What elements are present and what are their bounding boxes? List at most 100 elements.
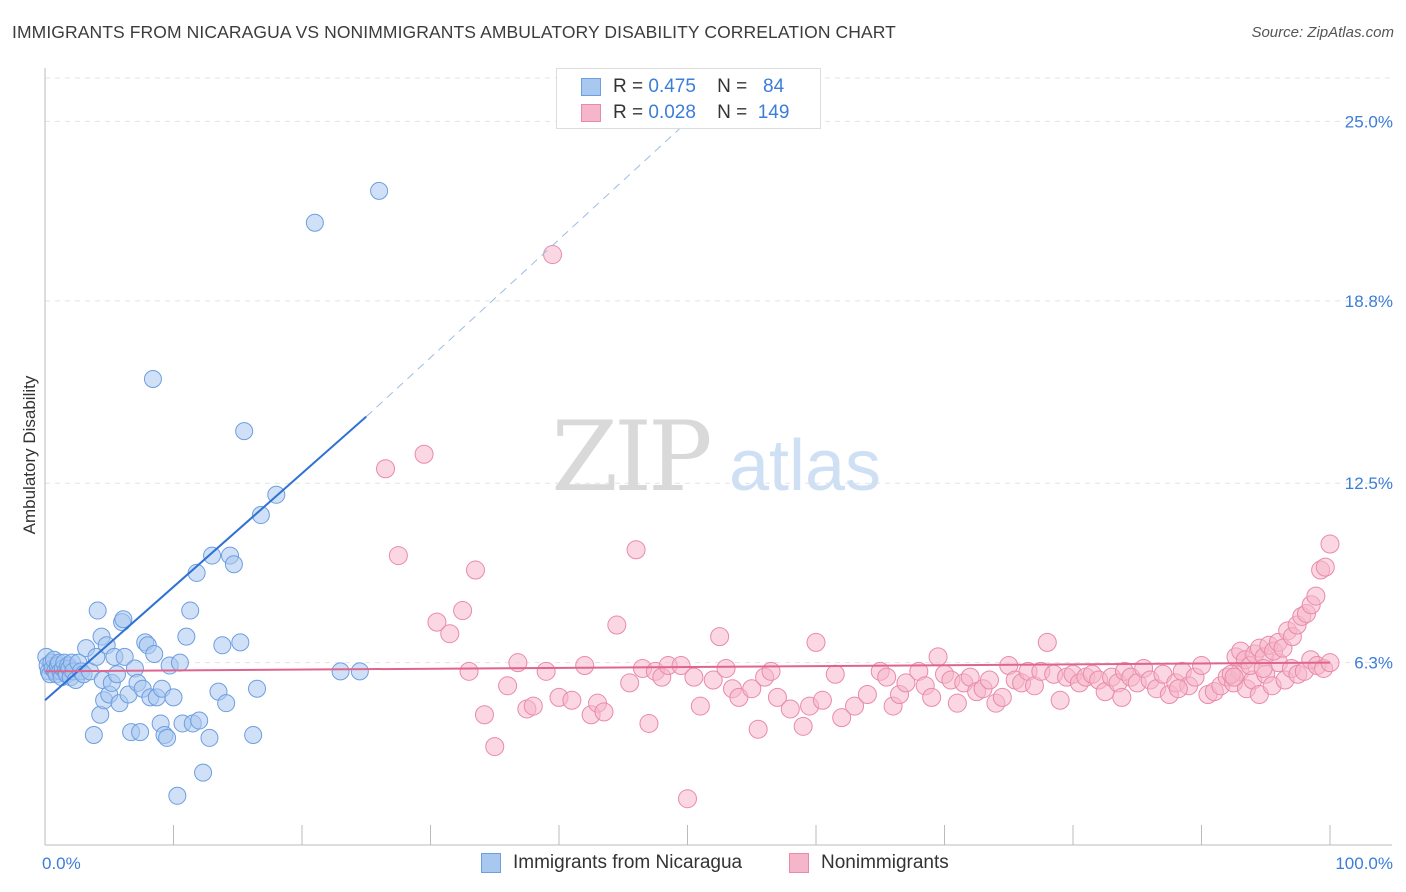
grid-lines xyxy=(45,77,1392,664)
tick-labels: 6.3% 12.5% 18.8% 25.0% 0.0% 100.0% xyxy=(42,112,1393,873)
legend-swatch-pink xyxy=(581,104,601,122)
x-tick-label: 100.0% xyxy=(1335,854,1393,873)
nicaragua-points xyxy=(37,181,389,805)
legend-n-value: 149 xyxy=(757,102,790,123)
nonimmigrant-point xyxy=(710,627,730,647)
nonimmigrant-point xyxy=(979,670,999,690)
nonimmigrant-point xyxy=(690,696,710,716)
nicaragua-trend-extension xyxy=(365,121,688,418)
nonimmigrant-point xyxy=(1037,632,1057,652)
nonimmigrant-point xyxy=(427,612,447,632)
nonimmigrant-point xyxy=(1315,557,1335,577)
nicaragua-point xyxy=(168,786,187,805)
y-tick-label: 25.0% xyxy=(1345,112,1393,131)
nonimmigrant-point xyxy=(947,693,967,713)
nonimmigrant-point xyxy=(376,459,396,479)
nicaragua-point xyxy=(244,726,263,745)
nonimmigrant-point xyxy=(825,664,845,684)
nonimmigrant-point xyxy=(498,676,518,696)
nonimmigrant-point xyxy=(459,661,479,681)
nicaragua-point xyxy=(231,633,250,652)
legend-n-label: N = xyxy=(717,102,748,123)
trend-lines xyxy=(44,121,1331,702)
nonimmigrant-point xyxy=(671,656,691,676)
source-label: Source: ZipAtlas.com xyxy=(1251,24,1394,41)
nonimmigrant-point xyxy=(1224,667,1244,687)
bottom-legend-label: Immigrants from Nicaragua xyxy=(513,852,743,873)
nonimmigrant-point xyxy=(761,661,781,681)
nonimmigrant-point xyxy=(1112,687,1132,707)
nicaragua-point xyxy=(87,647,106,666)
legend-r-value: 0.028 xyxy=(648,102,696,123)
nonimmigrant-point xyxy=(453,601,473,621)
legend-r-label: R = xyxy=(613,76,644,97)
nonimmigrant-point xyxy=(832,708,852,728)
bottom-legend-swatch-blue xyxy=(481,853,501,873)
chart-title: IMMIGRANTS FROM NICARAGUA VS NONIMMIGRAN… xyxy=(12,22,896,42)
nonimmigrant-point xyxy=(1192,656,1211,676)
nonimmigrant-point xyxy=(562,690,582,710)
nicaragua-point xyxy=(350,662,369,681)
nonimmigrant-point xyxy=(928,647,948,667)
nicaragua-point xyxy=(305,213,324,232)
nicaragua-point xyxy=(143,370,162,389)
nicaragua-point xyxy=(217,694,236,713)
nonimmigrant-point xyxy=(594,702,614,722)
nicaragua-point xyxy=(194,763,213,782)
nicaragua-point xyxy=(200,728,219,747)
axes xyxy=(44,68,1392,846)
nicaragua-point xyxy=(114,610,133,629)
nonimmigrant-point xyxy=(812,690,832,710)
nonimmigrant-point xyxy=(793,716,813,736)
nonimmigrant-point xyxy=(620,673,640,693)
nonimmigrant-point xyxy=(748,719,768,739)
nicaragua-point xyxy=(88,601,107,620)
nonimmigrant-point xyxy=(922,687,942,707)
nicaragua-point xyxy=(213,636,232,655)
nonimmigrant-point xyxy=(742,679,762,699)
nonimmigrant-point xyxy=(440,624,460,644)
nicaragua-point xyxy=(251,506,270,525)
x-tick-label: 0.0% xyxy=(42,854,81,873)
nonimmigrant-point xyxy=(767,687,787,707)
nonimmigrant-point xyxy=(1306,586,1326,606)
nonimmigrant-point xyxy=(1050,690,1070,710)
legend-swatch-blue xyxy=(581,78,601,96)
nonimmigrant-point xyxy=(575,656,595,676)
nonimmigrant-point xyxy=(780,699,800,719)
nicaragua-point xyxy=(190,711,209,730)
bottom-legend-label: Nonimmigrants xyxy=(821,852,949,873)
nicaragua-point xyxy=(331,662,350,681)
nicaragua-point xyxy=(177,627,196,646)
watermark-atlas: atlas xyxy=(729,426,881,506)
legend-n-label: N = xyxy=(717,76,748,97)
nicaragua-trend-line xyxy=(44,415,367,702)
nonimmigrant-point xyxy=(703,670,723,690)
nicaragua-point xyxy=(107,665,126,684)
nonimmigrant-point xyxy=(684,667,704,687)
nicaragua-point xyxy=(235,422,254,441)
nonimmigrant-point xyxy=(877,667,897,687)
nonimmigrant-point xyxy=(845,696,865,716)
legend-r-value: 0.475 xyxy=(648,76,696,97)
nonimmigrant-point xyxy=(543,245,563,265)
nicaragua-point xyxy=(164,688,183,707)
nonimmigrant-point xyxy=(626,540,646,560)
nicaragua-point xyxy=(248,679,267,698)
nonimmigrants-points xyxy=(376,245,1340,809)
nonimmigrant-point xyxy=(536,661,556,681)
correlation-legend: R = 0.475 N = 84 R = 0.028 N = 149 xyxy=(556,68,821,129)
nicaragua-point xyxy=(145,644,164,663)
y-tick-label: 6.3% xyxy=(1354,654,1393,673)
nicaragua-point xyxy=(158,728,177,747)
nonimmigrant-point xyxy=(414,444,434,464)
nonimmigrant-point xyxy=(678,789,697,809)
nicaragua-point xyxy=(224,555,243,574)
nonimmigrant-point xyxy=(1168,679,1188,699)
nonimmigrant-point xyxy=(992,687,1012,707)
y-tick-label: 12.5% xyxy=(1345,474,1393,493)
legend-r-label: R = xyxy=(613,102,644,123)
legend-n-value: 84 xyxy=(763,76,785,97)
nonimmigrant-point xyxy=(806,632,826,652)
y-axis-label: Ambulatory Disability xyxy=(20,375,39,534)
